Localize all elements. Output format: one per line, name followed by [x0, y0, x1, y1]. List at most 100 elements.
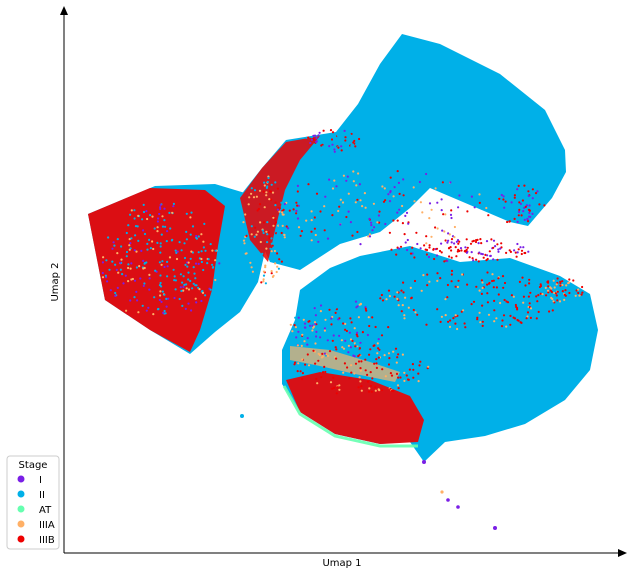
scatter-point — [399, 245, 403, 248]
scatter-point — [288, 209, 291, 212]
scatter-point — [357, 355, 360, 358]
scatter-point — [521, 199, 525, 202]
scatter-point — [513, 196, 516, 199]
scatter-point — [159, 294, 162, 297]
scatter-point — [558, 300, 562, 303]
scatter-point — [270, 270, 273, 273]
scatter-point — [401, 204, 404, 208]
scatter-point — [520, 321, 523, 324]
scatter-point — [262, 280, 265, 283]
scatter-point — [143, 262, 146, 265]
scatter-point — [492, 286, 495, 289]
scatter-point — [519, 202, 523, 205]
scatter-point — [455, 255, 458, 258]
scatter-point — [337, 146, 340, 149]
scatter-point — [568, 278, 571, 281]
scatter-point — [364, 306, 367, 309]
scatter-point — [350, 144, 353, 148]
scatter-point — [496, 258, 499, 261]
scatter-point — [552, 300, 555, 303]
scatter-point — [397, 181, 400, 184]
scatter-point — [256, 230, 259, 233]
scatter-point — [577, 288, 580, 291]
scatter-point — [501, 275, 505, 278]
scatter-point — [439, 320, 442, 323]
scatter-point — [111, 247, 114, 250]
scatter-point — [500, 242, 503, 245]
scatter-point — [376, 221, 379, 224]
scatter-point — [166, 230, 169, 233]
scatter-point — [158, 261, 161, 264]
scatter-point — [158, 284, 162, 287]
scatter-point — [374, 325, 377, 329]
scatter-point — [267, 176, 270, 180]
scatter-point — [180, 289, 183, 293]
scatter-point — [517, 184, 520, 187]
scatter-point — [480, 292, 483, 295]
scatter-point — [145, 210, 148, 213]
scatter-point — [403, 371, 406, 374]
scatter-point — [335, 348, 338, 351]
scatter-point — [380, 388, 384, 392]
scatter-point — [535, 317, 538, 320]
scatter-point — [480, 252, 483, 255]
scatter-point — [163, 219, 166, 222]
scatter-point — [478, 201, 481, 204]
scatter-point — [114, 294, 117, 297]
scatter-point — [173, 275, 176, 278]
scatter-point — [331, 387, 334, 390]
scatter-point — [364, 206, 367, 209]
scatter-point — [295, 209, 298, 212]
scatter-point — [161, 260, 164, 263]
scatter-point — [306, 343, 309, 346]
scatter-point — [444, 239, 447, 242]
scatter-point — [383, 187, 386, 190]
scatter-point — [454, 285, 457, 288]
scatter-point — [346, 175, 349, 178]
scatter-point — [441, 229, 444, 232]
scatter-point — [202, 268, 205, 272]
scatter-point — [315, 136, 318, 140]
scatter-point — [164, 225, 167, 228]
scatter-point — [159, 206, 162, 209]
scatter-point — [349, 346, 352, 349]
scatter-point — [211, 249, 214, 252]
iiib-bottom-region — [286, 372, 424, 444]
scatter-point — [378, 210, 381, 213]
scatter-point — [114, 263, 117, 266]
scatter-point — [338, 384, 341, 387]
scatter-point — [492, 258, 495, 261]
scatter-point — [513, 317, 517, 320]
scatter-point — [276, 232, 279, 235]
scatter-point — [249, 261, 252, 264]
scatter-point — [337, 209, 340, 213]
scatter-point — [154, 269, 157, 272]
scatter-point — [294, 316, 297, 319]
scatter-point — [323, 205, 326, 208]
scatter-point — [114, 291, 117, 295]
x-axis-arrowhead — [618, 549, 627, 557]
scatter-point — [355, 143, 358, 146]
scatter-point — [268, 237, 271, 240]
scatter-point — [174, 279, 177, 282]
scatter-point — [332, 136, 335, 139]
scatter-point — [156, 308, 160, 311]
scatter-point — [320, 144, 323, 147]
scatter-point — [352, 354, 355, 357]
scatter-point — [389, 190, 392, 193]
scatter-point — [315, 330, 318, 333]
scatter-point — [536, 190, 539, 193]
scatter-point — [348, 331, 351, 334]
scatter-point — [265, 191, 268, 194]
scatter-point — [397, 304, 400, 307]
scatter-point — [527, 250, 530, 253]
scatter-point — [534, 192, 538, 195]
scatter-point — [197, 251, 200, 254]
scatter-point — [315, 140, 318, 144]
scatter-point — [377, 214, 380, 217]
scatter-point — [125, 309, 128, 312]
scatter-point — [178, 241, 181, 244]
scatter-point — [357, 360, 361, 363]
scatter-point — [368, 387, 371, 390]
scatter-point — [134, 225, 138, 228]
